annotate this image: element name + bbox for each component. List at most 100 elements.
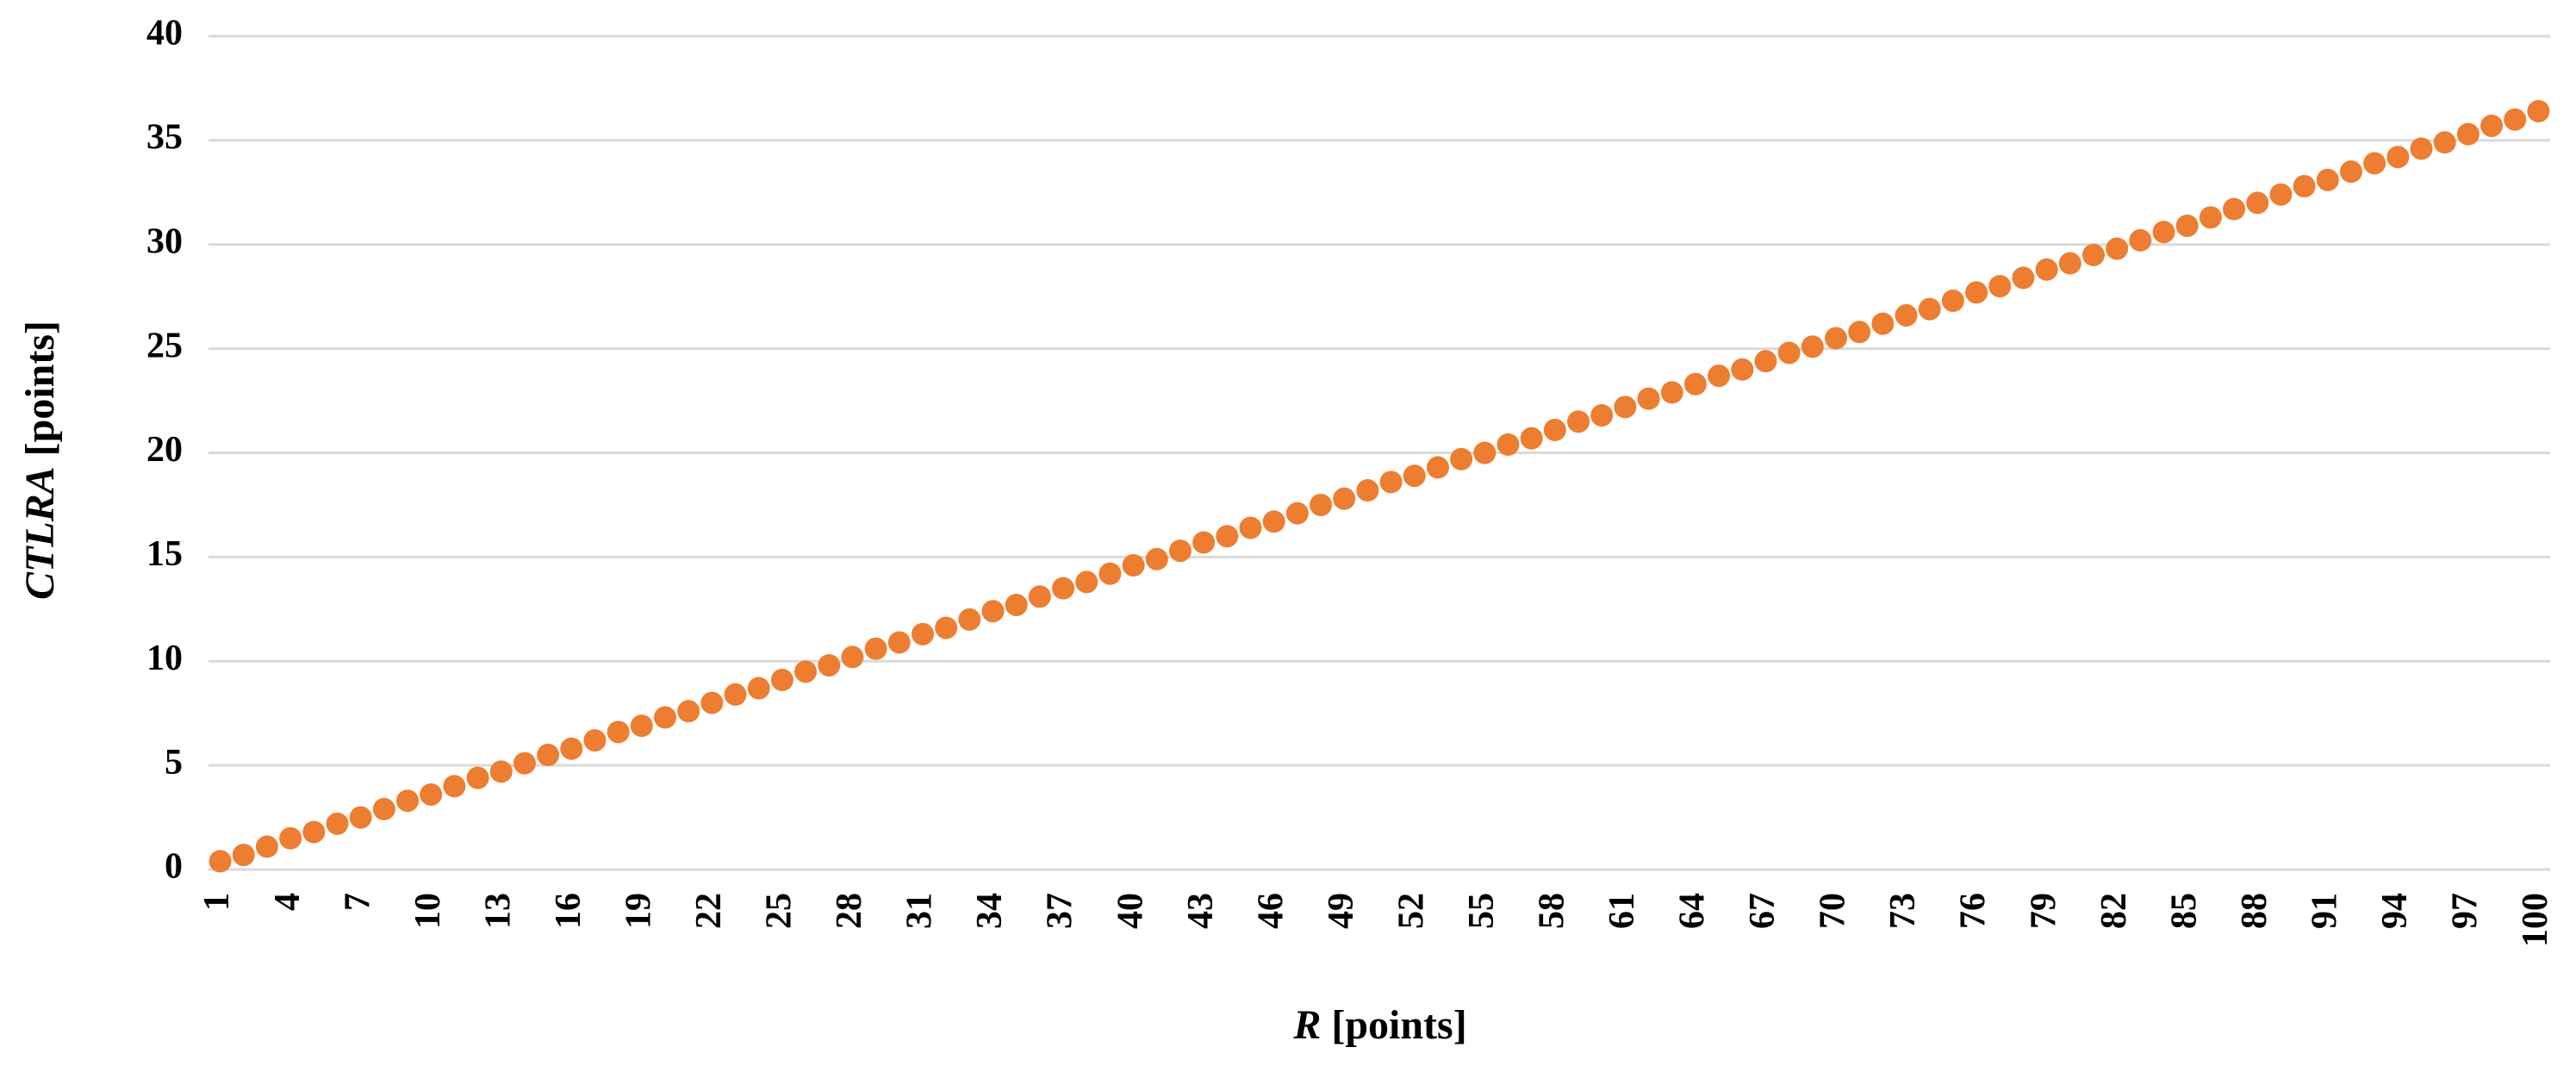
x-tick-label: 4 [268, 893, 308, 911]
x-tick-label: 73 [1883, 893, 1923, 929]
marker [2081, 243, 2105, 266]
x-tick-label: 25 [760, 893, 800, 929]
marker [747, 676, 770, 700]
marker [208, 850, 232, 873]
x-tick-label: 88 [2235, 893, 2274, 929]
marker [1660, 381, 1683, 404]
marker [1356, 479, 1379, 502]
x-tick-label: 61 [1602, 893, 1642, 929]
marker [2293, 175, 2316, 198]
marker [1941, 290, 1964, 313]
marker [1801, 335, 1824, 358]
x-tick-label: 37 [1041, 893, 1080, 929]
x-axis-title: R [points] [1292, 1002, 1466, 1048]
x-tick-label: 58 [1532, 893, 1571, 929]
marker [1777, 341, 1801, 365]
marker [2386, 146, 2410, 169]
y-axis-unit: [points] [17, 321, 63, 456]
marker [1520, 427, 1543, 450]
marker [1988, 275, 2012, 298]
marker [560, 737, 583, 760]
x-tick-label: 43 [1181, 893, 1221, 929]
marker [1825, 327, 1848, 350]
marker [1848, 321, 1871, 344]
marker [1871, 312, 1895, 335]
marker [2504, 108, 2527, 131]
marker [2480, 114, 2504, 137]
marker [770, 669, 793, 692]
x-tick-label: 64 [1673, 893, 1713, 929]
x-tick-label: 22 [689, 893, 729, 929]
marker [911, 622, 934, 645]
marker [981, 600, 1005, 623]
marker [1683, 372, 1707, 396]
marker [2246, 191, 2269, 215]
marker [232, 844, 255, 867]
x-tick-label: 79 [2024, 893, 2063, 929]
marker [1708, 365, 1731, 388]
marker [1379, 471, 1403, 494]
x-tick-label: 40 [1111, 893, 1150, 929]
marker [2152, 221, 2175, 244]
x-tick-label: 19 [619, 893, 658, 929]
x-tick-label: 1 [197, 893, 237, 911]
marker [1075, 570, 1098, 594]
marker [724, 683, 747, 706]
x-tick-label: 10 [408, 893, 448, 929]
marker [1052, 577, 1075, 600]
y-tick-label: 40 [146, 14, 183, 53]
marker [1567, 410, 1590, 433]
marker [2339, 160, 2362, 184]
marker [396, 789, 420, 813]
marker [1262, 510, 1285, 533]
marker [2035, 258, 2058, 281]
x-axis-var: R [1292, 1002, 1321, 1048]
marker [887, 631, 911, 654]
marker [1239, 516, 1262, 539]
x-tick-label: 31 [900, 893, 940, 929]
y-axis-var: CTLRA [17, 466, 63, 600]
marker [302, 820, 326, 844]
marker [607, 720, 630, 744]
marker [1473, 441, 1496, 464]
marker [1122, 554, 1145, 577]
marker [513, 751, 536, 775]
marker [2012, 266, 2035, 290]
marker [1614, 396, 1637, 419]
marker [1426, 456, 1449, 479]
marker [2129, 228, 2152, 252]
marker [2316, 168, 2339, 191]
marker [1965, 281, 1988, 304]
marker [1731, 358, 1754, 381]
marker [2527, 100, 2550, 123]
marker [1285, 502, 1309, 525]
x-tick-label: 97 [2446, 893, 2486, 929]
marker [818, 654, 841, 677]
x-tick-label: 46 [1251, 893, 1291, 929]
x-tick-label: 85 [2164, 893, 2204, 929]
y-tick-label: 35 [146, 118, 183, 158]
marker [583, 729, 607, 752]
marker [349, 806, 372, 829]
marker [630, 714, 653, 738]
marker [2199, 206, 2222, 229]
marker [489, 760, 513, 783]
marker [443, 775, 466, 798]
x-tick-label: 100 [2516, 893, 2555, 947]
x-tick-label: 52 [1391, 893, 1431, 929]
x-tick-label: 13 [478, 893, 518, 929]
marker [794, 660, 818, 683]
marker [1333, 487, 1356, 510]
y-axis-title: CTLRA [points] [17, 321, 63, 600]
x-tick-label: 34 [970, 893, 1010, 929]
marker [1543, 418, 1566, 441]
marker [2223, 197, 2246, 221]
marker [466, 766, 489, 789]
marker [1496, 433, 1520, 456]
marker [1754, 350, 1777, 373]
marker [2456, 122, 2480, 146]
marker [935, 616, 958, 639]
marker [372, 797, 395, 820]
